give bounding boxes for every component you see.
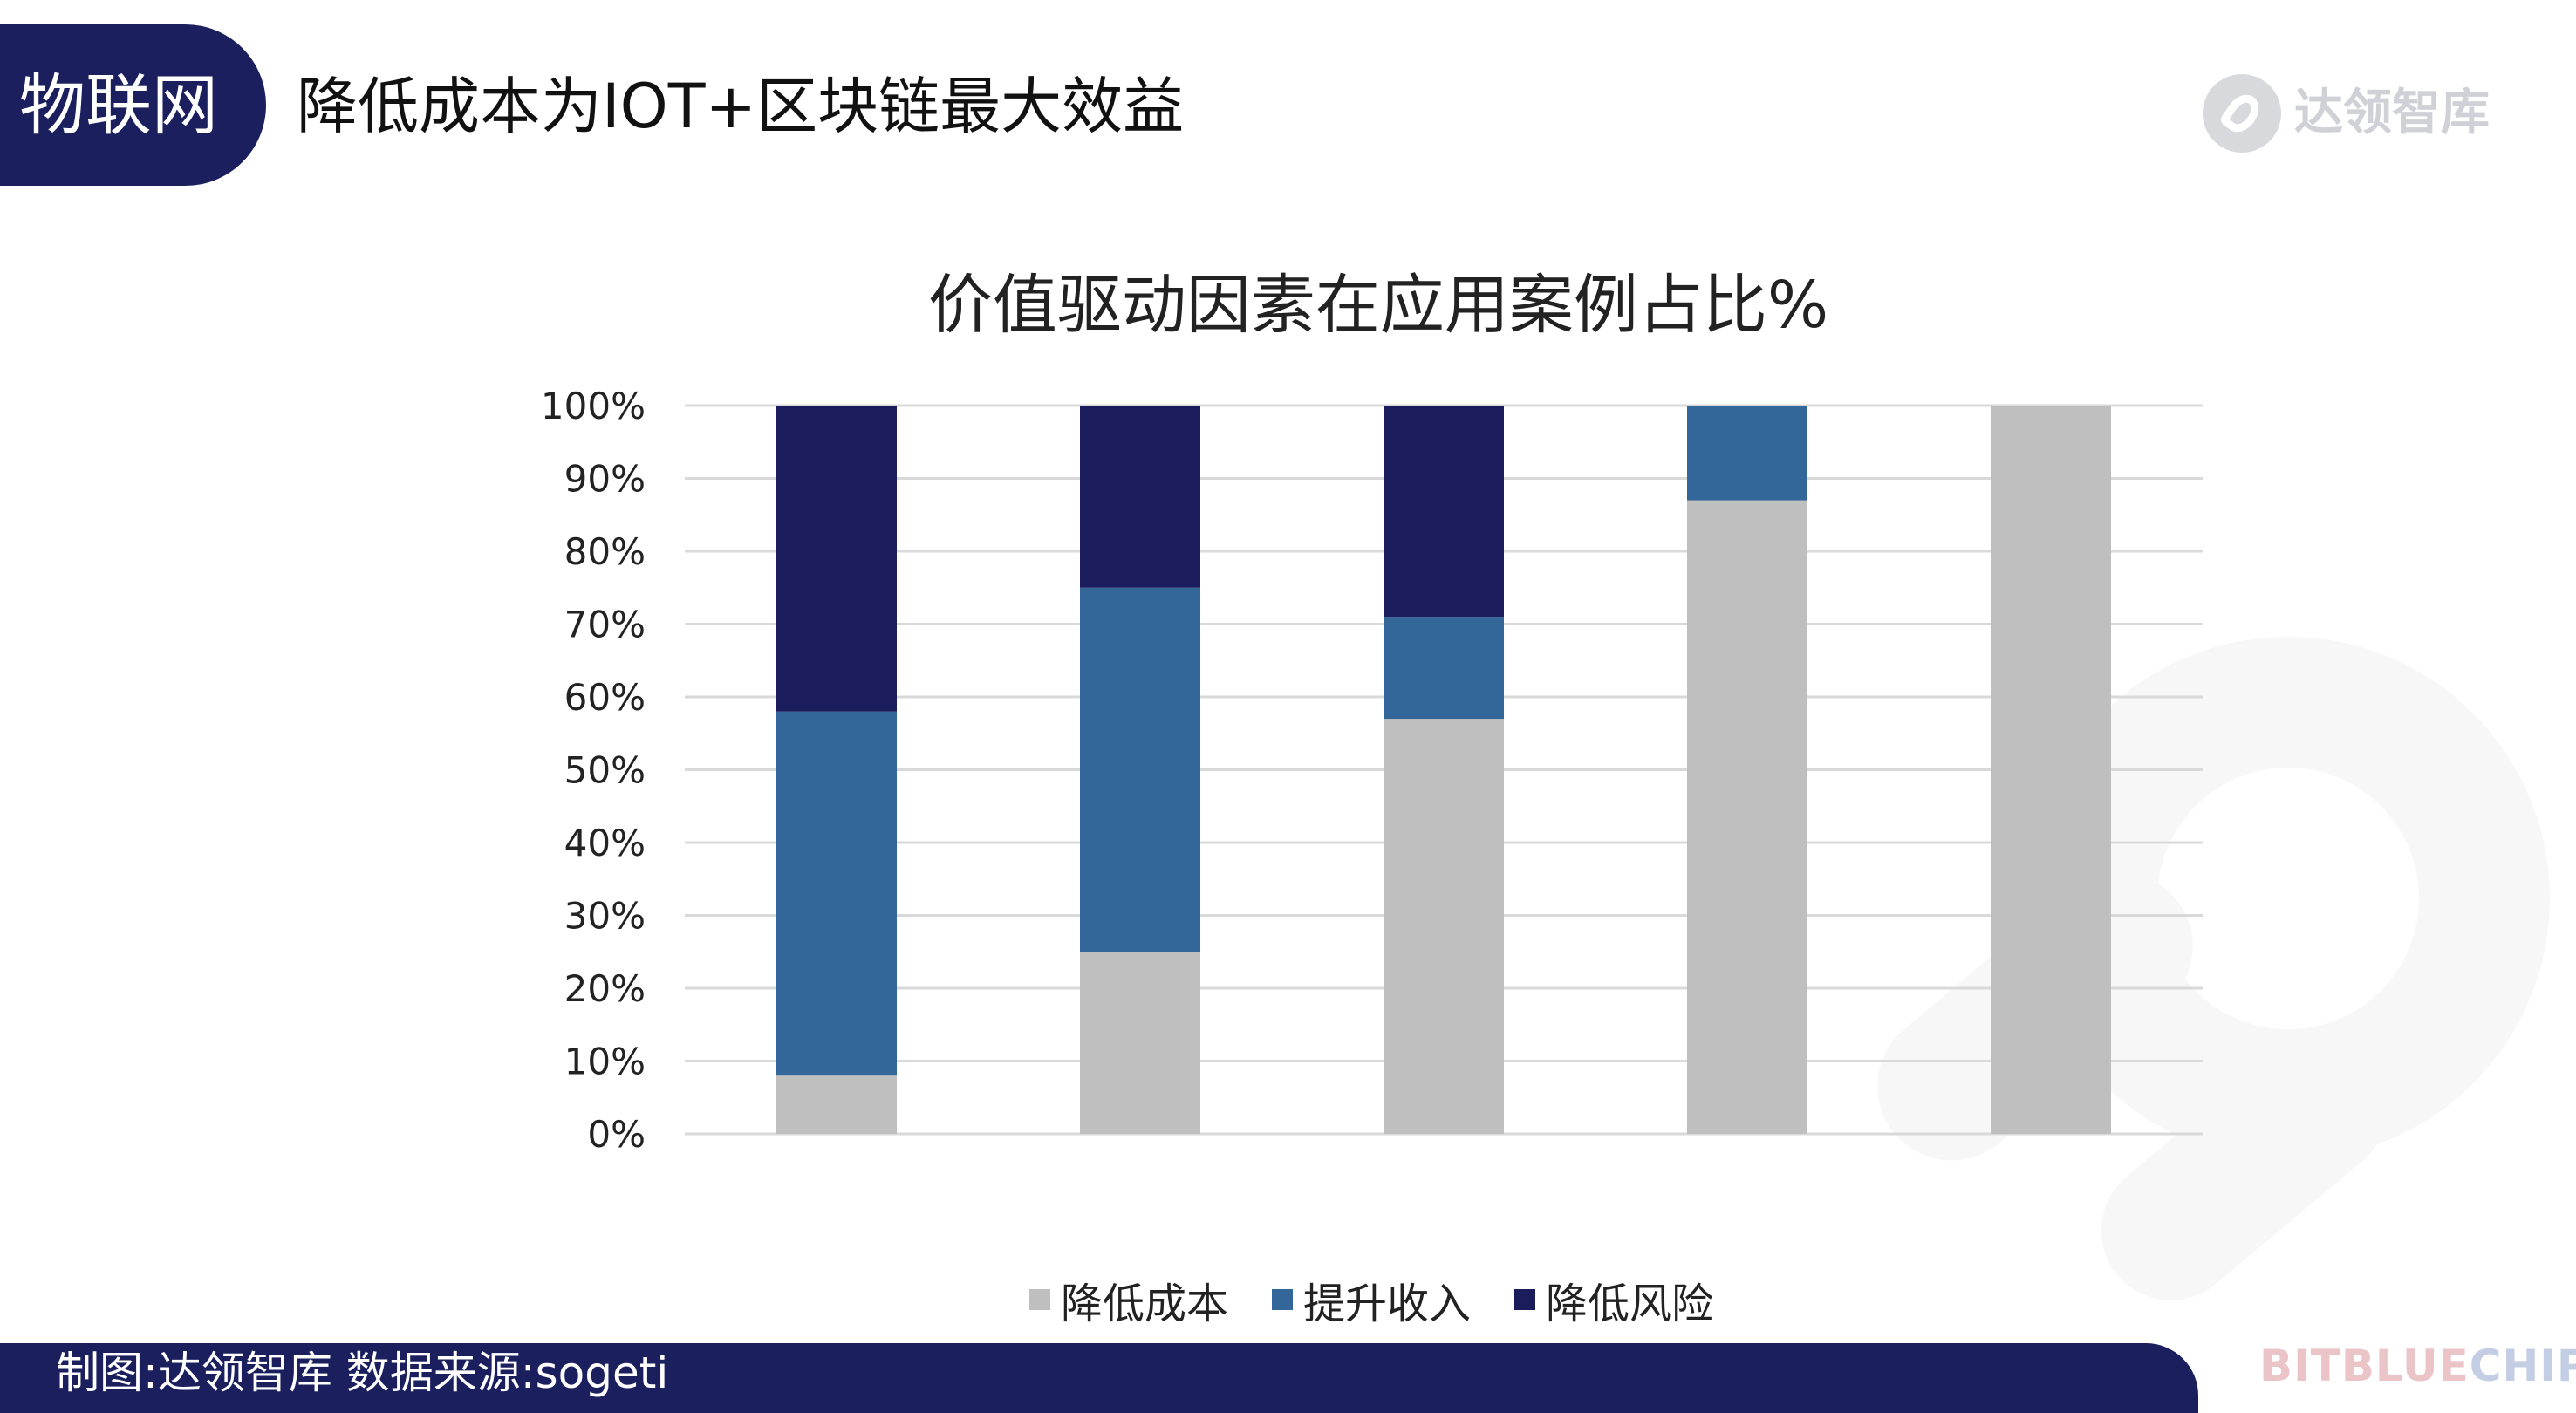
bar-segment-1 (1384, 617, 1504, 720)
bar-segment-2 (776, 406, 897, 712)
source-note: 制图:达领智库 数据来源:sogeti (56, 1348, 669, 1398)
brand-part-2: CHIP (2469, 1341, 2576, 1391)
y-tick-label: 0% (587, 1113, 646, 1156)
section-tag: 物联网 (0, 24, 266, 186)
chart-title: 价值驱动因素在应用案例占比% (927, 268, 1829, 343)
bar-segment-1 (1687, 406, 1807, 501)
watermark-graphic (1877, 637, 2550, 1300)
bar-segment-2 (1080, 406, 1200, 588)
rocket-icon (2203, 74, 2281, 153)
brand-logo: 达领智库 (2198, 70, 2490, 157)
chart-legend: 降低成本 提升收入 降低风险 (1029, 1265, 1713, 1334)
legend-label-cost: 降低成本 (1061, 1280, 1229, 1328)
y-tick-label: 20% (564, 967, 646, 1010)
bar-segment-0 (1384, 719, 1504, 1134)
bar-segment-0 (1080, 952, 1200, 1134)
logo-text: 达领智库 (2294, 85, 2490, 141)
y-tick-label: 50% (564, 749, 646, 792)
y-tick-label: 90% (564, 458, 646, 501)
bar-segment-1 (1080, 587, 1200, 952)
y-tick-label: 10% (564, 1041, 646, 1083)
y-tick-label: 70% (564, 604, 646, 646)
bar-segment-0 (1991, 406, 2111, 1134)
legend-swatch-risk (1514, 1289, 1536, 1310)
legend-item-risk: 降低风险 (1514, 1269, 1713, 1330)
bar-segment-0 (776, 1075, 897, 1134)
legend-label-risk: 降低风险 (1546, 1280, 1714, 1328)
legend-item-revenue: 提升收入 (1272, 1269, 1471, 1330)
y-tick-label: 80% (564, 530, 646, 573)
bar-segment-0 (1687, 500, 1807, 1134)
y-tick-label: 60% (564, 676, 646, 719)
y-tick-label: 40% (564, 822, 646, 864)
brand-part-1: BITBLUE (2259, 1341, 2470, 1391)
brand-wordmark: BITBLUECHIP (2259, 1341, 2576, 1390)
legend-swatch-revenue (1272, 1289, 1294, 1310)
y-tick-label: 30% (564, 895, 646, 938)
y-tick-label: 100% (541, 385, 646, 427)
legend-item-cost: 降低成本 (1029, 1269, 1228, 1330)
page-title: 降低成本为IOT+区块链最大效益 (297, 71, 1185, 142)
legend-label-revenue: 提升收入 (1303, 1280, 1472, 1328)
bar-segment-1 (776, 711, 897, 1076)
legend-swatch-cost (1029, 1289, 1050, 1310)
bar-segment-2 (1384, 406, 1504, 618)
